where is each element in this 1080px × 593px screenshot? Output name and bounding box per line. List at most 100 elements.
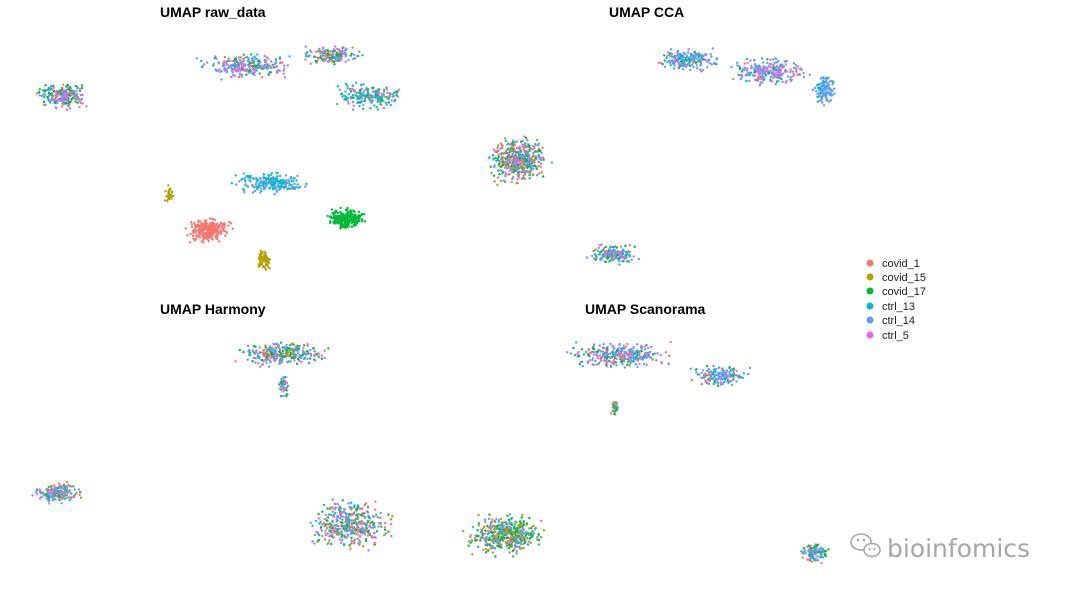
point-ctrl-5 (593, 343, 596, 346)
point-covid-17 (512, 168, 515, 172)
point-covid-1 (491, 551, 495, 554)
point-covid-1 (759, 66, 762, 70)
point-covid-15 (490, 520, 494, 523)
point-ctrl-14 (520, 153, 523, 156)
point-ctrl-14 (293, 182, 296, 186)
point-ctrl-13 (737, 73, 740, 77)
point-covid-17 (281, 349, 285, 353)
point-covid-1 (515, 521, 518, 524)
point-covid-17 (651, 353, 655, 356)
point-covid-17 (363, 220, 367, 223)
point-ctrl-13 (616, 406, 619, 409)
point-ctrl-14 (701, 68, 705, 72)
point-covid-1 (523, 146, 526, 149)
point-ctrl-14 (609, 352, 612, 355)
point-ctrl-14 (212, 62, 215, 65)
point-ctrl-14 (223, 68, 226, 71)
point-covid-1 (612, 359, 616, 362)
point-ctrl-14 (511, 139, 515, 142)
point-covid-15 (288, 349, 291, 352)
point-covid-15 (531, 155, 534, 159)
point-covid-15 (45, 487, 48, 491)
point-ctrl-14 (346, 517, 349, 520)
point-covid-17 (506, 514, 509, 517)
point-ctrl-5 (338, 538, 341, 541)
point-ctrl-14 (489, 529, 492, 533)
point-covid-17 (329, 530, 333, 534)
point-ctrl-14 (526, 142, 530, 146)
point-ctrl-14 (388, 94, 392, 97)
point-covid-17 (512, 171, 515, 174)
scatter-panel-raw-data (35, 45, 401, 271)
point-ctrl-14 (469, 535, 472, 539)
point-covid-1 (366, 505, 370, 508)
point-covid-17 (305, 350, 309, 353)
point-ctrl-13 (355, 92, 358, 95)
point-ctrl-13 (256, 66, 260, 70)
point-ctrl-5 (608, 360, 612, 363)
point-ctrl-14 (487, 517, 491, 521)
point-covid-17 (498, 173, 501, 176)
point-ctrl-5 (339, 50, 342, 54)
point-ctrl-5 (820, 561, 823, 565)
point-covid-15 (263, 254, 266, 257)
point-covid-1 (504, 528, 508, 531)
point-ctrl-13 (68, 498, 72, 502)
point-covid-1 (300, 360, 303, 364)
point-covid-17 (306, 51, 309, 54)
point-ctrl-14 (762, 65, 765, 68)
point-covid-17 (827, 548, 830, 551)
point-ctrl-14 (487, 531, 491, 535)
point-covid-17 (281, 346, 284, 349)
point-covid-17 (688, 64, 692, 68)
point-ctrl-14 (244, 184, 247, 187)
point-ctrl-5 (238, 58, 242, 62)
point-covid-17 (354, 218, 357, 222)
point-covid-17 (340, 218, 343, 221)
point-ctrl-14 (594, 359, 597, 363)
point-ctrl-13 (258, 182, 261, 185)
point-ctrl-14 (262, 175, 265, 178)
point-ctrl-13 (307, 361, 311, 365)
point-ctrl-14 (286, 384, 290, 388)
point-covid-17 (347, 225, 351, 228)
point-covid-1 (227, 224, 230, 227)
point-covid-1 (211, 238, 214, 241)
point-covid-17 (245, 73, 248, 76)
point-ctrl-14 (523, 154, 526, 157)
point-ctrl-5 (636, 359, 639, 362)
point-ctrl-13 (227, 66, 230, 70)
point-ctrl-5 (265, 361, 268, 364)
point-covid-1 (360, 521, 363, 525)
point-ctrl-5 (79, 93, 83, 97)
point-covid-1 (496, 183, 499, 187)
point-ctrl-14 (514, 153, 517, 157)
point-ctrl-14 (522, 528, 526, 531)
point-covid-17 (302, 344, 306, 347)
point-covid-1 (209, 217, 212, 220)
point-ctrl-14 (777, 79, 780, 83)
point-ctrl-5 (659, 353, 662, 357)
point-ctrl-13 (812, 557, 815, 560)
point-covid-17 (308, 357, 312, 360)
point-ctrl-5 (677, 66, 680, 69)
point-covid-1 (215, 230, 218, 233)
point-covid-17 (354, 216, 357, 219)
point-covid-17 (606, 346, 609, 349)
point-ctrl-14 (586, 361, 590, 364)
point-ctrl-5 (777, 72, 781, 75)
point-ctrl-14 (283, 64, 286, 67)
point-covid-17 (624, 244, 627, 248)
point-ctrl-14 (336, 57, 339, 60)
point-covid-17 (738, 66, 742, 70)
point-ctrl-14 (598, 344, 601, 347)
point-ctrl-14 (645, 356, 648, 359)
point-covid-17 (333, 217, 336, 220)
point-ctrl-14 (75, 90, 78, 93)
point-ctrl-14 (680, 64, 683, 68)
point-covid-17 (802, 547, 806, 550)
point-ctrl-13 (365, 523, 368, 527)
point-ctrl-14 (597, 362, 600, 366)
point-covid-1 (201, 223, 204, 226)
